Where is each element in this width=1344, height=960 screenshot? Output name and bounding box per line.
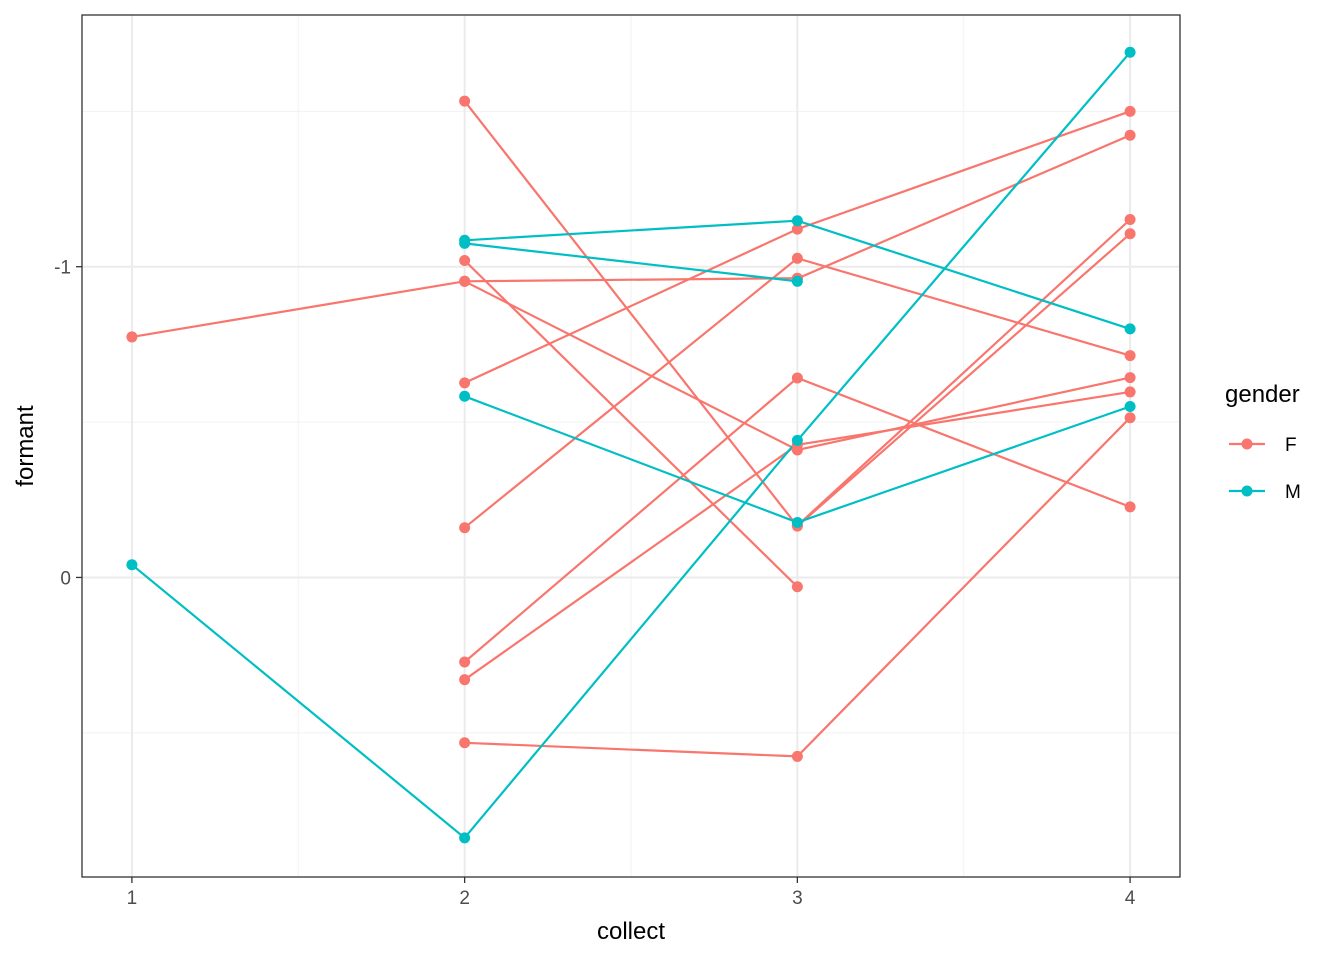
data-point-f bbox=[1124, 501, 1136, 513]
x-tick-label: 1 bbox=[127, 888, 138, 909]
legend-label: F bbox=[1285, 435, 1297, 456]
data-point-f bbox=[1124, 350, 1136, 362]
data-point-m bbox=[791, 434, 803, 446]
y-axis-title: formant bbox=[12, 405, 39, 487]
data-point-f bbox=[791, 252, 803, 264]
panel-border bbox=[81, 14, 1181, 878]
legend: gender F M bbox=[1225, 381, 1301, 503]
data-point-m bbox=[791, 516, 803, 528]
x-tick-label: 4 bbox=[1125, 888, 1136, 909]
data-point-f bbox=[791, 372, 803, 384]
data-point-m bbox=[459, 390, 471, 402]
data-point-m bbox=[459, 237, 471, 249]
legend-key-point bbox=[1241, 438, 1253, 450]
x-tick-label: 3 bbox=[792, 888, 803, 909]
legend-key-point bbox=[1241, 485, 1253, 497]
series-line-m bbox=[464, 242, 798, 283]
data-point-f bbox=[459, 377, 471, 389]
x-axis: 1 2 3 4 bbox=[127, 877, 1136, 909]
legend-title: gender bbox=[1225, 381, 1300, 408]
data-point-f bbox=[791, 444, 803, 456]
series-line-f bbox=[463, 259, 799, 588]
grid bbox=[82, 15, 1180, 877]
data-point-m bbox=[1124, 401, 1136, 413]
series-line-m bbox=[131, 51, 1131, 840]
data-point-f bbox=[459, 737, 471, 749]
data-point-f bbox=[459, 275, 471, 287]
data-point-f bbox=[1124, 372, 1136, 384]
data-point-f bbox=[791, 581, 803, 593]
data-point-f bbox=[1124, 129, 1136, 141]
data-point-m bbox=[791, 275, 803, 287]
data-point-f bbox=[459, 656, 471, 668]
series-line-f bbox=[796, 134, 1131, 280]
data-point-f bbox=[791, 750, 803, 762]
data-point-f bbox=[126, 331, 138, 343]
data-point-m bbox=[459, 832, 471, 844]
series-points bbox=[126, 46, 1136, 844]
data-point-f bbox=[459, 674, 471, 686]
data-point-f bbox=[459, 254, 471, 266]
data-point-f bbox=[459, 95, 471, 107]
data-point-f bbox=[791, 223, 803, 235]
data-point-m bbox=[791, 215, 803, 227]
data-point-m bbox=[1124, 46, 1136, 58]
y-axis: 0 -1 bbox=[54, 258, 82, 589]
data-point-f bbox=[459, 522, 471, 534]
y-tick-label: 0 bbox=[60, 568, 71, 589]
x-axis-title: collect bbox=[597, 918, 665, 945]
legend-label: M bbox=[1285, 482, 1301, 503]
series-line-f bbox=[796, 218, 1131, 527]
data-point-f bbox=[1124, 228, 1136, 240]
data-point-f bbox=[1124, 213, 1136, 225]
data-point-f bbox=[1124, 412, 1136, 424]
y-tick-label: -1 bbox=[54, 258, 71, 279]
x-tick-label: 2 bbox=[459, 888, 470, 909]
data-point-f bbox=[1124, 105, 1136, 117]
data-point-m bbox=[1124, 323, 1136, 335]
data-point-f bbox=[1124, 386, 1136, 398]
data-point-m bbox=[126, 559, 138, 571]
